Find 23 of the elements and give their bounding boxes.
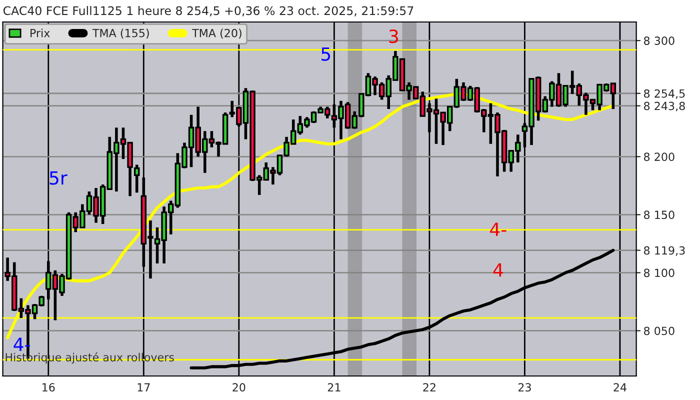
x-tick-label: 22 [423, 383, 436, 392]
y-tick-label: 8 254,5 [644, 89, 685, 99]
chart-title: CAC40 FCE Full1125 1 heure 8 254,5 +0,36 % 23 oct. 2025, 21:59:57 [3, 6, 414, 16]
y-tick-label: 8 300 [644, 36, 674, 45]
x-tick-label: 21 [328, 383, 340, 392]
x-tick-label: 20 [232, 383, 246, 392]
x-tick-label: 17 [138, 383, 150, 392]
legend-label: Prix [30, 28, 50, 38]
annotation: 4 [493, 263, 503, 277]
y-tick-label: 8 243,8 [644, 102, 685, 112]
legend-label: TMA (20) [192, 28, 242, 39]
y-tick-label: 8 150 [644, 210, 674, 220]
annotation: 5 [322, 47, 330, 61]
y-tick-label: 8 200 [644, 152, 674, 162]
x-tick-label: 24 [614, 383, 626, 392]
y-tick-label: 8 100 [644, 268, 674, 278]
x-tick-label: 16 [42, 383, 55, 392]
x-tick-label: 23 [518, 383, 531, 392]
annotation: 5r [50, 171, 68, 185]
y-tick-label: 8 119,3 [644, 246, 685, 256]
legend-label: TMA (155) [92, 28, 149, 39]
y-tick-label: 8 050 [644, 326, 674, 336]
annotation: 3 [389, 30, 398, 44]
